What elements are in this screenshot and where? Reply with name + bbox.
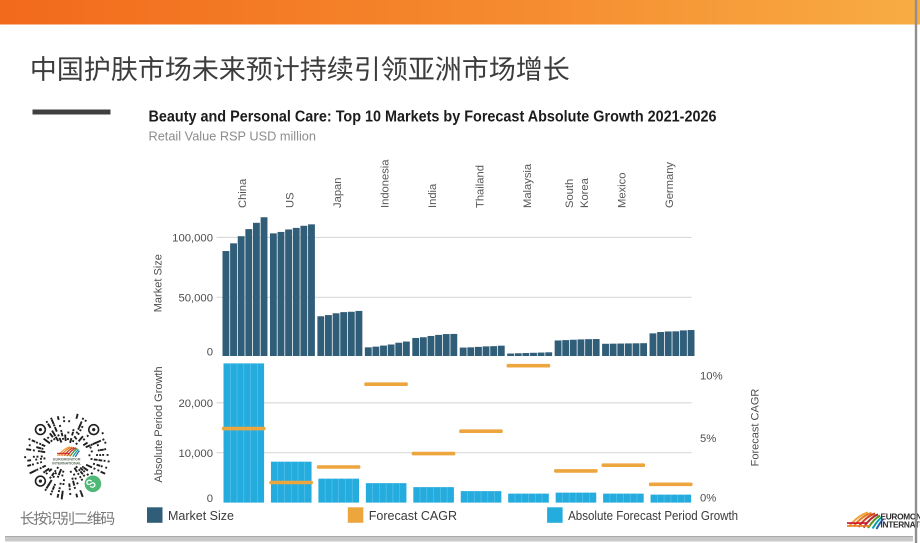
svg-text:US: US <box>285 192 297 208</box>
svg-text:Indonesia: Indonesia <box>380 159 392 208</box>
svg-text:INTERNATIONAL: INTERNATIONAL <box>881 520 920 530</box>
svg-text:5%: 5% <box>700 433 716 445</box>
svg-text:India: India <box>427 183 439 208</box>
svg-text:Malaysia: Malaysia <box>522 163 534 208</box>
svg-text:100,000: 100,000 <box>172 233 213 245</box>
svg-text:50,000: 50,000 <box>178 293 213 305</box>
svg-text:INTERNATIONAL: INTERNATIONAL <box>52 462 82 466</box>
svg-text:EUROMONITOR: EUROMONITOR <box>881 511 920 521</box>
svg-text:Thailand: Thailand <box>474 165 486 208</box>
svg-text:Korea: Korea <box>579 177 591 208</box>
svg-text:Market Size: Market Size <box>153 254 165 312</box>
svg-text:Germany: Germany <box>664 162 676 208</box>
svg-text:Market Size: Market Size <box>168 509 234 523</box>
svg-text:20,000: 20,000 <box>178 398 213 410</box>
svg-text:Beauty and Personal Care: Top: Beauty and Personal Care: Top 10 Markets… <box>149 109 717 126</box>
svg-text:0: 0 <box>207 347 213 359</box>
svg-text:0%: 0% <box>700 493 716 505</box>
svg-text:Mexico: Mexico <box>617 173 629 208</box>
svg-text:Japan: Japan <box>332 178 344 208</box>
svg-text:10%: 10% <box>700 371 723 383</box>
svg-text:EUROMONITOR: EUROMONITOR <box>53 458 81 462</box>
svg-text:Forecast CAGR: Forecast CAGR <box>750 389 762 467</box>
svg-text:0: 0 <box>207 493 213 505</box>
svg-text:Absolute Period Growth: Absolute Period Growth <box>153 366 165 482</box>
svg-text:Forecast CAGR: Forecast CAGR <box>369 509 457 523</box>
svg-text:Absolute Forecast Period Growt: Absolute Forecast Period Growth <box>568 509 738 523</box>
svg-text:Retail Value RSP USD million: Retail Value RSP USD million <box>149 129 316 144</box>
svg-text:South: South <box>564 179 576 208</box>
svg-text:10,000: 10,000 <box>178 448 213 460</box>
svg-text:China: China <box>237 178 249 208</box>
